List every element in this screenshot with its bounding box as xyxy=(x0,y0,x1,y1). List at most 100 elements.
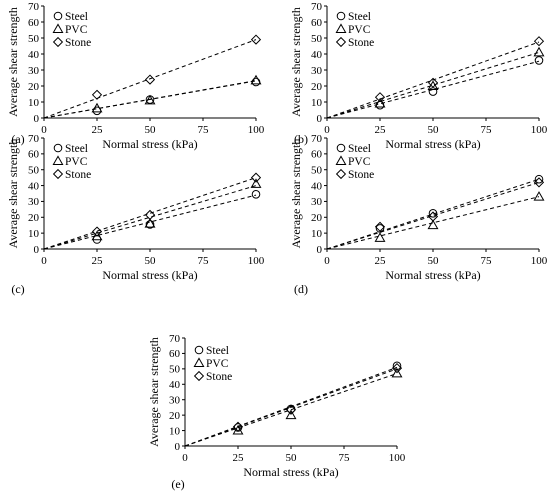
y-tick-label: 20 xyxy=(169,410,181,422)
y-axis-label: Average shear strength xyxy=(289,7,303,117)
data-point-stone xyxy=(391,362,403,374)
y-tick-label: 40 xyxy=(28,49,40,61)
x-tick-label: 75 xyxy=(339,452,351,464)
trendline-stone xyxy=(326,41,540,119)
data-point-stone xyxy=(144,209,156,221)
y-tick-label: 10 xyxy=(311,97,323,109)
y-tick-label: 70 xyxy=(311,1,323,13)
data-point-pvc xyxy=(250,74,262,85)
legend-marker-pvc xyxy=(52,23,64,33)
y-tick-label: 50 xyxy=(169,364,181,376)
legend-label-stone: Stone xyxy=(206,371,232,383)
y-tick-label: 50 xyxy=(311,165,323,177)
y-tick-label: 40 xyxy=(311,180,323,192)
y-tick-label: 0 xyxy=(175,441,181,453)
data-point-steel xyxy=(428,87,438,96)
y-tick-label: 0 xyxy=(34,113,40,125)
data-point-stone xyxy=(285,404,297,415)
x-tick-label: 25 xyxy=(92,124,104,136)
data-point-steel xyxy=(251,77,261,87)
data-point-stone xyxy=(91,89,103,100)
x-tick-label: 50 xyxy=(428,255,440,267)
x-tick-label: 50 xyxy=(286,452,298,464)
data-point-pvc xyxy=(144,218,156,228)
y-tick-label: 20 xyxy=(28,81,40,93)
data-point-steel xyxy=(251,189,261,199)
y-axis-label: Average shear strength xyxy=(6,7,20,117)
y-tick-label: 10 xyxy=(28,97,40,109)
y-tick-label: 60 xyxy=(28,149,40,161)
trendline-pvc xyxy=(43,80,257,119)
data-point-stone xyxy=(374,221,386,232)
legend-label-pvc: PVC xyxy=(348,24,371,36)
chart-panel: 0 25 50 75 100 0 10 20 30 40 50 60 70 Normal stress (… xyxy=(147,333,406,491)
data-point-pvc xyxy=(374,97,386,108)
data-point-stone xyxy=(250,34,262,45)
data-point-steel xyxy=(145,220,155,229)
legend-label-steel: Steel xyxy=(348,143,371,155)
y-axis-label: Average shear strength xyxy=(147,337,161,447)
legend-marker-stone xyxy=(335,168,347,180)
legend-marker-stone xyxy=(52,36,64,48)
y-tick-label: 40 xyxy=(28,180,40,192)
y-tick-label: 30 xyxy=(311,196,323,208)
chart-panel: 0 25 50 75 100 0 10 20 30 40 50 60 70 Normal stress (… xyxy=(289,1,548,151)
y-tick-label: 60 xyxy=(311,149,323,161)
trendline-steel xyxy=(326,60,540,119)
x-axis-label: Normal stress (kPa) xyxy=(102,268,197,282)
legend-marker-pvc xyxy=(335,23,347,33)
data-point-stone xyxy=(144,74,156,85)
trendline-stone xyxy=(184,368,398,447)
panel-label: (c) xyxy=(11,282,24,296)
x-axis-label: Normal stress (kPa) xyxy=(385,137,480,151)
legend-marker-pvc xyxy=(52,155,64,165)
panel-label: (a) xyxy=(11,132,24,146)
trendline-stone xyxy=(326,181,540,250)
x-tick-label: 50 xyxy=(145,124,157,136)
legend-label-pvc: PVC xyxy=(348,156,371,168)
legend-label-stone: Stone xyxy=(65,169,91,181)
x-axis-label: Normal stress (kPa) xyxy=(102,137,197,151)
trendline-stone xyxy=(43,177,257,250)
x-tick-label: 0 xyxy=(324,124,330,136)
x-tick-label: 100 xyxy=(248,255,265,267)
data-point-pvc xyxy=(232,424,244,435)
data-point-stone xyxy=(427,211,439,222)
y-tick-label: 30 xyxy=(311,65,323,77)
legend-label-steel: Steel xyxy=(65,11,88,23)
data-point-pvc xyxy=(533,191,545,201)
x-tick-label: 0 xyxy=(41,255,47,267)
legend-marker-stone xyxy=(52,168,64,180)
x-tick-label: 25 xyxy=(92,255,104,267)
x-tick-label: 25 xyxy=(375,124,387,136)
x-tick-label: 75 xyxy=(198,255,210,267)
y-tick-label: 60 xyxy=(311,17,323,29)
data-point-pvc xyxy=(533,46,545,57)
x-axis-label: Normal stress (kPa) xyxy=(385,268,480,282)
x-tick-label: 100 xyxy=(531,124,548,136)
y-tick-label: 50 xyxy=(28,165,40,177)
trendline-stone xyxy=(43,39,257,119)
data-point-pvc xyxy=(427,219,439,230)
legend-label-stone: Stone xyxy=(65,37,91,49)
y-tick-label: 70 xyxy=(169,333,181,345)
data-point-pvc xyxy=(374,232,386,242)
trendline-pvc xyxy=(326,196,540,250)
legend-marker-stone xyxy=(335,36,347,48)
y-tick-label: 10 xyxy=(311,228,323,240)
trendline-steel xyxy=(43,194,257,250)
y-tick-label: 0 xyxy=(317,113,323,125)
y-tick-label: 20 xyxy=(28,212,40,224)
data-point-pvc xyxy=(285,409,297,420)
legend-marker-steel xyxy=(336,11,346,21)
data-point-steel xyxy=(428,209,438,218)
data-point-pvc xyxy=(144,94,156,105)
y-tick-label: 20 xyxy=(311,212,323,224)
legend-marker-steel xyxy=(194,345,204,355)
x-tick-label: 0 xyxy=(182,452,188,464)
y-tick-label: 60 xyxy=(28,17,40,29)
y-tick-label: 20 xyxy=(311,81,323,93)
data-point-stone xyxy=(91,226,103,237)
